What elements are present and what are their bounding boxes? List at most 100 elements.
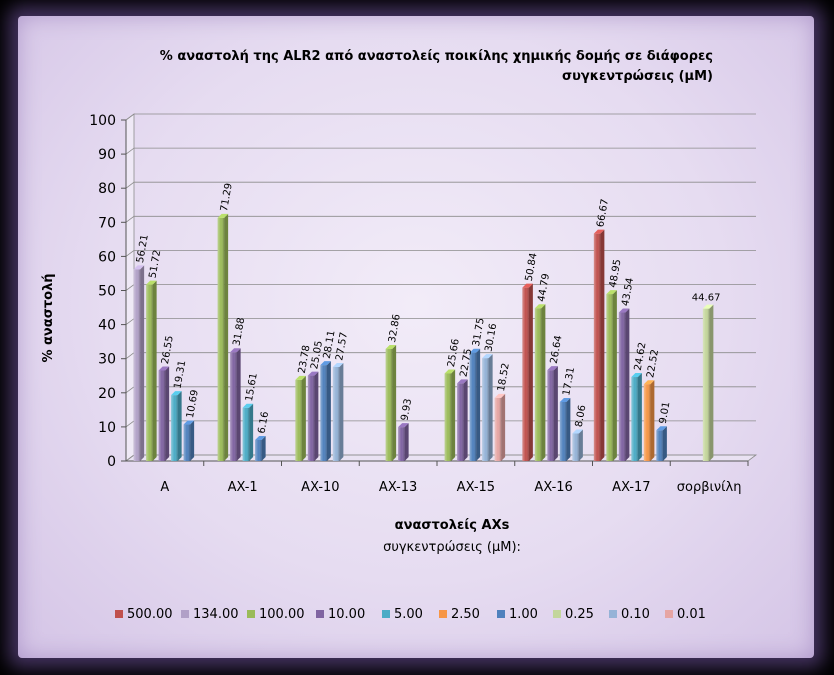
bar-front-shade <box>385 348 393 461</box>
legend-item: 0.25 <box>553 607 594 622</box>
bar-front-shade <box>146 284 153 461</box>
bar <box>656 426 667 461</box>
legend-item: 0.01 <box>665 607 706 622</box>
bar-front-shade <box>158 370 166 461</box>
bar <box>183 420 195 461</box>
bar-top <box>593 229 605 234</box>
bar <box>332 362 344 461</box>
chart-frame: % αναστολή της ALR2 από αναστολείς ποικί… <box>18 16 814 658</box>
bar-front-shade <box>307 375 315 461</box>
x-axis-title: αναστολείς AXs <box>395 518 510 533</box>
bar <box>295 375 306 461</box>
bar-top <box>255 435 266 440</box>
gridline <box>125 113 756 121</box>
bar-top <box>494 393 506 398</box>
bar-front-shade <box>593 233 601 461</box>
data-label: 9.01 <box>658 401 673 425</box>
bar-side <box>463 379 468 461</box>
x-tick-label: A <box>160 480 169 495</box>
legend-swatch <box>665 610 673 618</box>
bar-side <box>249 403 254 461</box>
legend-item: 10.00 <box>316 607 365 622</box>
legend-label: 10.00 <box>328 607 365 622</box>
bar-side <box>165 366 170 461</box>
data-label: 6.16 <box>256 411 271 435</box>
bar-top <box>398 423 409 428</box>
bar-front-shade <box>332 366 340 461</box>
bar-side <box>662 426 667 461</box>
bar-front-shade <box>631 377 638 461</box>
bar-side <box>261 435 266 461</box>
gridline <box>125 181 756 189</box>
bar-top <box>618 308 630 313</box>
y-axis-title: % αναστολή <box>41 273 56 362</box>
bar-top <box>444 369 456 374</box>
bar-top <box>702 304 714 309</box>
data-label: 31.88 <box>231 317 247 347</box>
bar-side <box>224 213 229 461</box>
bar-side <box>541 304 546 461</box>
data-label: 44.67 <box>692 293 721 304</box>
bar-front-shade <box>183 424 191 461</box>
data-label: 43.54 <box>620 277 636 307</box>
bar <box>559 397 571 461</box>
legend: 500.00 134.00 100.00 10.00 5.00 2.50 1.00 0.25 0… <box>115 607 706 622</box>
data-label: 31.75 <box>471 317 487 347</box>
bar-side <box>501 393 506 461</box>
bar-top <box>332 362 344 367</box>
bar-top <box>230 348 241 353</box>
bar-top <box>656 426 667 431</box>
bar-top <box>559 397 571 402</box>
bar-side <box>578 429 583 461</box>
bar-side <box>612 290 617 461</box>
y-tick-label: 50 <box>98 284 116 300</box>
data-label: 44.79 <box>536 273 552 303</box>
data-label: 24.62 <box>633 341 649 371</box>
bar-top <box>320 361 331 366</box>
data-label: 25.05 <box>309 340 325 370</box>
bar-side <box>314 371 319 461</box>
bar-front-shade <box>702 308 710 461</box>
legend-label: 2.50 <box>451 607 480 622</box>
bar <box>457 379 468 461</box>
bar-top <box>307 371 319 376</box>
data-label: 51.72 <box>147 249 163 279</box>
legend-label: 100.00 <box>259 607 305 622</box>
bar-side <box>709 304 714 461</box>
bar-front-shade <box>242 407 250 461</box>
x-tick-label: σορβινίλη <box>677 480 742 495</box>
legend-swatch <box>115 610 123 618</box>
data-label: 22.75 <box>458 348 474 378</box>
gridline <box>125 215 756 223</box>
x-tick-label: AX-16 <box>534 480 572 495</box>
bar-side <box>326 361 331 461</box>
bar-side <box>177 391 182 461</box>
x-tick-label: AX-10 <box>301 480 339 495</box>
data-label: 50.84 <box>524 252 540 282</box>
bar-front-shade <box>398 427 405 461</box>
bar-side <box>600 229 605 461</box>
bar-front-shade <box>572 433 579 461</box>
bar-side <box>152 280 157 461</box>
bar <box>572 429 583 461</box>
y-tick-label: 40 <box>98 318 116 334</box>
legend-swatch <box>497 610 505 618</box>
bar-top <box>133 265 145 270</box>
gridline <box>125 249 756 257</box>
bar-top <box>295 375 306 380</box>
x-tick-label: AX-15 <box>457 480 495 495</box>
bar-front-shade <box>534 308 542 461</box>
bar-front-shade <box>444 373 452 461</box>
legend-label: 134.00 <box>193 607 239 622</box>
data-label: 28.11 <box>322 330 338 360</box>
bar-front-shade <box>457 383 464 461</box>
data-label: 27.57 <box>334 331 350 361</box>
bar <box>522 283 533 461</box>
bar-top <box>606 290 617 295</box>
bar-front-shade <box>255 439 262 461</box>
bar <box>217 213 229 461</box>
bar-side <box>650 380 655 461</box>
bar-front-shade <box>133 269 141 461</box>
bar <box>482 354 493 461</box>
data-label: 22.52 <box>645 349 661 379</box>
